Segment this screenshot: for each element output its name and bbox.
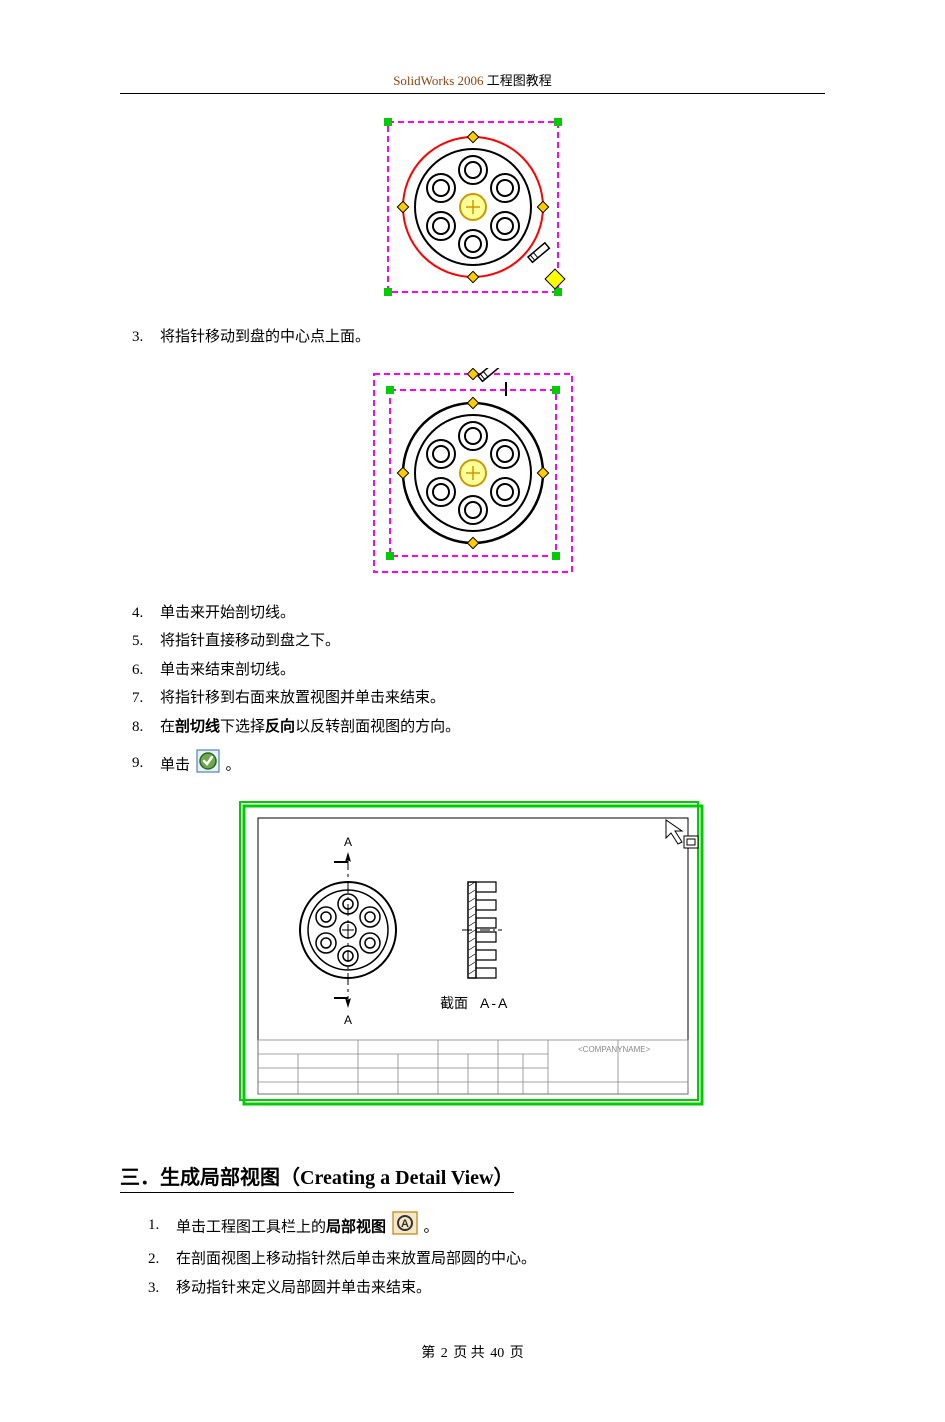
disk-selection-diagram xyxy=(378,112,568,302)
step-text-part: 以反转剖面视图的方向。 xyxy=(295,719,460,735)
step-text: 将指针移动到盘的中心点上面。 xyxy=(160,329,370,345)
header-subtitle: 工程图教程 xyxy=(487,73,552,88)
step-text-bold: 局部视图 xyxy=(326,1219,386,1235)
section-title-cn: 生成局部视图 xyxy=(160,1167,280,1189)
section-num: 三． xyxy=(120,1167,160,1189)
step-num: 3. xyxy=(132,323,143,352)
step-text-before: 单击工程图工具栏上的 xyxy=(176,1219,326,1235)
step-num: 6. xyxy=(132,656,143,685)
step-text: 将指针直接移动到盘之下。 xyxy=(160,633,340,649)
step-3: 3. 将指针移动到盘的中心点上面。 xyxy=(132,323,825,352)
section-arrow-top-label: A xyxy=(344,835,352,849)
step-num: 4. xyxy=(132,599,143,628)
step-num: 9. xyxy=(132,749,143,778)
disk-center-diagram xyxy=(368,368,578,578)
section-3-heading: 三．生成局部视图（Creating a Detail View） xyxy=(120,1161,514,1193)
sec3-step-2: 2. 在剖面视图上移动指针然后单击来放置局部圆的中心。 xyxy=(148,1245,825,1274)
step-text-before: 单击 xyxy=(160,758,194,774)
section-label-cn: 截面 xyxy=(440,996,468,1012)
svg-text:A: A xyxy=(401,1218,409,1230)
page-header: SolidWorks 2006 工程图教程 xyxy=(120,70,825,94)
step-7: 7. 将指针移到右面来放置视图并单击来结束。 xyxy=(132,684,825,713)
header-product: SolidWorks 2006 xyxy=(393,73,483,88)
step-text-after: 。 xyxy=(424,1219,439,1235)
step-9: 9. 单击 。 xyxy=(132,749,825,784)
page-footer: 第 2 页 共 40 页 xyxy=(120,1342,825,1362)
detail-view-icon: A xyxy=(392,1211,418,1246)
step-text-after: 。 xyxy=(226,758,241,774)
figure-1 xyxy=(120,112,825,307)
step-num: 2. xyxy=(148,1245,159,1274)
step-4: 4. 单击来开始剖切线。 xyxy=(132,599,825,628)
section-3-heading-row: 三．生成局部视图（Creating a Detail View） xyxy=(120,1131,825,1211)
step-text-part: 在 xyxy=(160,719,175,735)
step-8: 8. 在剖切线下选择反向以反转剖面视图的方向。 xyxy=(132,713,825,742)
paren-close: ） xyxy=(494,1167,514,1189)
footer-mid: 页 共 xyxy=(453,1346,485,1361)
section-arrow-bottom-label: A xyxy=(344,1013,352,1027)
figure-3: A A xyxy=(120,800,825,1115)
step-text: 单击来结束剖切线。 xyxy=(160,662,295,678)
footer-prefix: 第 xyxy=(421,1346,435,1361)
footer-page: 2 xyxy=(441,1346,448,1361)
footer-suffix: 页 xyxy=(510,1346,524,1361)
step-num: 7. xyxy=(132,684,143,713)
footer-total: 40 xyxy=(490,1346,504,1361)
section-label-aa: A-A xyxy=(480,995,509,1011)
step-text-part: 下选择 xyxy=(220,719,265,735)
step-text: 单击来开始剖切线。 xyxy=(160,605,295,621)
step-text: 将指针移到右面来放置视图并单击来结束。 xyxy=(160,690,445,706)
step-text: 移动指针来定义局部圆并单击来结束。 xyxy=(176,1280,431,1296)
step-num: 5. xyxy=(132,627,143,656)
step-list-4-9: 4. 单击来开始剖切线。 5. 将指针直接移动到盘之下。 6. 单击来结束剖切线… xyxy=(132,599,825,784)
section-title-en: Creating a Detail View xyxy=(300,1167,494,1189)
title-block-company: <COMPANYNAME> xyxy=(578,1045,651,1054)
step-5: 5. 将指针直接移动到盘之下。 xyxy=(132,627,825,656)
step-num: 1. xyxy=(148,1211,159,1240)
section-3-step-list: 1. 单击工程图工具栏上的局部视图 A 。 2. 在剖面视图上移动指针然后单击来… xyxy=(148,1211,825,1303)
step-text-bold: 剖切线 xyxy=(175,719,220,735)
sec3-step-1: 1. 单击工程图工具栏上的局部视图 A 。 xyxy=(148,1211,825,1246)
drawing-sheet-diagram: A A xyxy=(238,800,708,1110)
ok-check-icon xyxy=(196,749,220,784)
step-text-bold: 反向 xyxy=(265,719,295,735)
paren-open: （ xyxy=(280,1167,300,1189)
step-num: 8. xyxy=(132,713,143,742)
step-num: 3. xyxy=(148,1274,159,1303)
step-list-3: 3. 将指针移动到盘的中心点上面。 xyxy=(132,323,825,352)
step-6: 6. 单击来结束剖切线。 xyxy=(132,656,825,685)
step-text: 在剖面视图上移动指针然后单击来放置局部圆的中心。 xyxy=(176,1251,536,1267)
figure-2 xyxy=(120,368,825,583)
sec3-step-3: 3. 移动指针来定义局部圆并单击来结束。 xyxy=(148,1274,825,1303)
